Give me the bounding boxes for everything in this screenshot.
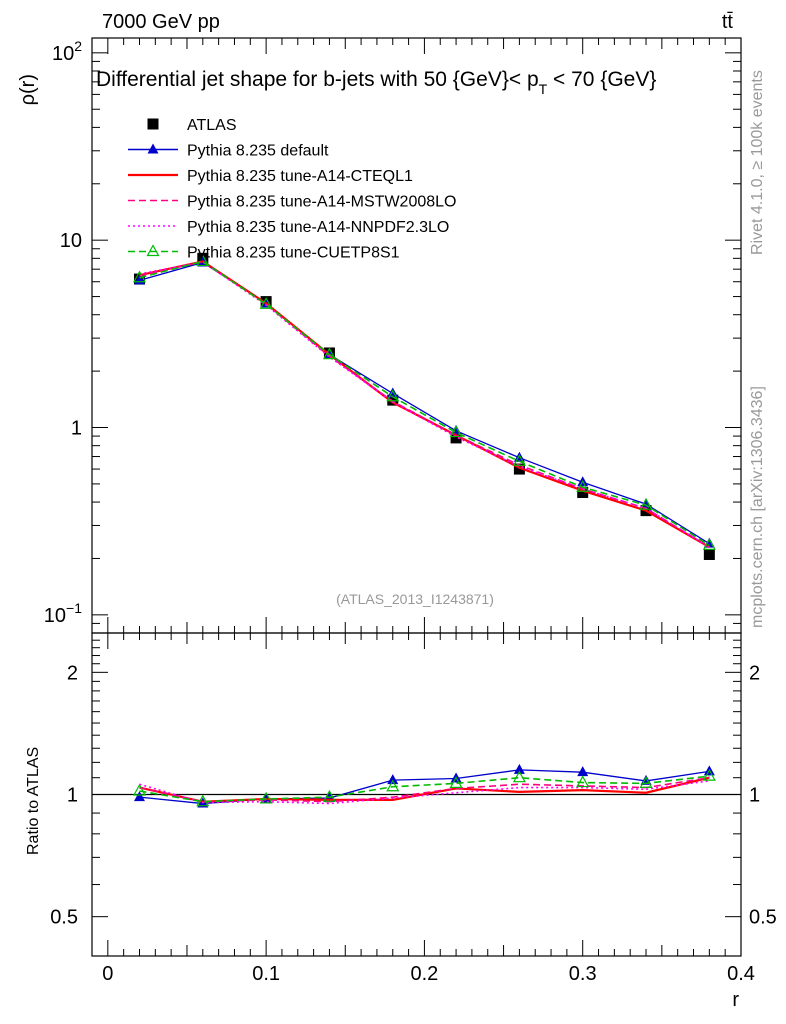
main-ytick-label: 102 bbox=[52, 38, 82, 65]
main-point-cuetp8s1-0 bbox=[132, 270, 147, 283]
ratio-series-mstw bbox=[139, 776, 710, 803]
ratio-point-cuetp8s1-4 bbox=[386, 779, 400, 792]
main-point-atlas-9 bbox=[703, 548, 715, 560]
ratio-ytick-label: 1 bbox=[67, 785, 78, 807]
legend-marker-default bbox=[147, 143, 159, 154]
ratio-point-default-6 bbox=[513, 763, 525, 774]
ratio-point-cuetp8s1-9 bbox=[702, 768, 716, 781]
main-line-nnpdf bbox=[139, 261, 710, 548]
ratio-ytick-label: 0.5 bbox=[50, 907, 78, 929]
x-tick-label: 0.3 bbox=[569, 963, 597, 985]
process-label: tt̄ bbox=[722, 11, 734, 33]
main-point-cuetp8s1-1 bbox=[196, 254, 210, 267]
ratio-ytick-label-right: 1 bbox=[749, 785, 760, 807]
main-series-cteql1 bbox=[139, 260, 710, 549]
ratio-line-cuetp8s1 bbox=[139, 775, 710, 803]
chart-title: Differential jet shape for b-jets with 5… bbox=[96, 68, 656, 97]
main-panel: 102 10 1 10−1 ρ(r) Differential jet shape f… bbox=[17, 37, 742, 634]
ratio-point-cuetp8s1-5 bbox=[449, 776, 463, 789]
main-axis-ticks bbox=[92, 38, 742, 634]
ratio-ytick-label: 2 bbox=[67, 662, 78, 684]
legend-label-default: Pythia 8.235 default bbox=[187, 143, 329, 160]
ratio-point-default-4 bbox=[387, 774, 399, 785]
main-point-cuetp8s1-5 bbox=[449, 425, 463, 438]
ratio-point-cuetp8s1-1 bbox=[196, 794, 210, 807]
x-tick-label: 0 bbox=[102, 963, 113, 985]
x-axis-label: r bbox=[732, 989, 739, 1011]
main-point-atlas-5 bbox=[450, 432, 462, 444]
legend-label-cuetp8s1: Pythia 8.235 tune-CUETP8S1 bbox=[187, 245, 400, 262]
legend-label-nnpdf: Pythia 8.235 tune-A14-NNPDF2.3LO bbox=[187, 219, 449, 236]
ratio-point-cuetp8s1-2 bbox=[259, 791, 273, 804]
analysis-id-watermark: (ATLAS_2013_I1243871) bbox=[336, 591, 494, 607]
ratio-ytick-label-right: 0.5 bbox=[749, 907, 777, 929]
legend-entry-mstw: Pythia 8.235 tune-A14-MSTW2008LO bbox=[128, 194, 456, 211]
main-point-cuetp8s1-6 bbox=[512, 454, 526, 466]
ratio-line-cteql1 bbox=[139, 776, 710, 803]
main-ytick-label: 1 bbox=[71, 418, 82, 440]
legend-entry-nnpdf: Pythia 8.235 tune-A14-NNPDF2.3LO bbox=[128, 219, 449, 236]
main-ytick-label: 10 bbox=[60, 230, 82, 252]
x-tick-label: 0.1 bbox=[252, 963, 280, 985]
main-point-cuetp8s1-4 bbox=[386, 389, 400, 402]
main-point-atlas-6 bbox=[513, 463, 525, 475]
main-point-default-8 bbox=[640, 498, 652, 509]
mcplots-reference-label: mcplots.cern.ch [arXiv:1306.3436] bbox=[749, 386, 766, 628]
main-series-group bbox=[132, 252, 716, 560]
legend-marker-atlas bbox=[147, 118, 159, 130]
legend-entry-default: Pythia 8.235 default bbox=[128, 143, 329, 160]
legend-marker-cuetp8s1 bbox=[146, 244, 160, 257]
ratio-ytick-label-right: 2 bbox=[749, 662, 760, 684]
ratio-point-cuetp8s1-7 bbox=[576, 775, 590, 788]
ratio-series-cuetp8s1 bbox=[132, 768, 716, 807]
ratio-point-cuetp8s1-8 bbox=[639, 776, 653, 789]
legend: ATLAS Pythia 8.235 default Pythia 8.235 tu… bbox=[128, 117, 456, 262]
ratio-point-cuetp8s1-6 bbox=[512, 770, 526, 783]
ratio-point-cuetp8s1-0 bbox=[132, 783, 147, 796]
ratio-series-cteql1 bbox=[139, 776, 710, 803]
ratio-y-axis-label: Ratio to ATLAS bbox=[25, 747, 42, 855]
main-series-cuetp8s1 bbox=[132, 254, 716, 550]
ratio-series-group bbox=[132, 763, 716, 808]
x-tick-label: 0.4 bbox=[727, 963, 755, 985]
main-series-nnpdf bbox=[139, 261, 710, 548]
main-line-cteql1 bbox=[139, 260, 710, 549]
ratio-line-mstw bbox=[139, 776, 710, 803]
main-ytick-label: 10−1 bbox=[44, 600, 82, 627]
legend-entry-atlas: ATLAS bbox=[147, 117, 237, 134]
ratio-panel: 2 2 1 1 0.5 0.5 0 0.1 0.2 0.3 0.4 Ratio to ATLAS r bbox=[25, 632, 777, 1011]
ratio-point-cuetp8s1-3 bbox=[322, 789, 336, 802]
legend-entry-cuetp8s1: Pythia 8.235 tune-CUETP8S1 bbox=[128, 244, 400, 262]
legend-label-atlas: ATLAS bbox=[187, 117, 237, 134]
main-series-atlas bbox=[133, 252, 715, 560]
main-point-cuetp8s1-2 bbox=[259, 296, 273, 309]
main-point-atlas-7 bbox=[577, 486, 589, 498]
ratio-tick-labels: 2 2 1 1 0.5 0.5 0 0.1 0.2 0.3 0.4 bbox=[50, 662, 777, 985]
main-point-cuetp8s1-8 bbox=[639, 497, 653, 510]
legend-label-mstw: Pythia 8.235 tune-A14-MSTW2008LO bbox=[187, 194, 456, 211]
main-point-cuetp8s1-3 bbox=[322, 347, 336, 360]
main-point-cuetp8s1-7 bbox=[576, 479, 590, 492]
main-line-cuetp8s1 bbox=[139, 260, 710, 547]
y-axis-label: ρ(r) bbox=[17, 74, 39, 105]
energy-label: 7000 GeV pp bbox=[102, 11, 220, 33]
main-y-tick-labels: 102 10 1 10−1 bbox=[44, 38, 82, 627]
x-tick-label: 0.2 bbox=[411, 963, 439, 985]
main-point-cuetp8s1-9 bbox=[702, 538, 716, 550]
legend-entry-cteql1: Pythia 8.235 tune-A14-CTEQL1 bbox=[128, 168, 413, 185]
ratio-point-default-7 bbox=[577, 766, 589, 777]
ratio-point-default-0 bbox=[133, 791, 145, 802]
rivet-version-label: Rivet 4.1.0, ≥ 100k events bbox=[749, 70, 766, 255]
ratio-axis-ticks bbox=[92, 632, 742, 957]
legend-label-cteql1: Pythia 8.235 tune-A14-CTEQL1 bbox=[187, 168, 413, 185]
